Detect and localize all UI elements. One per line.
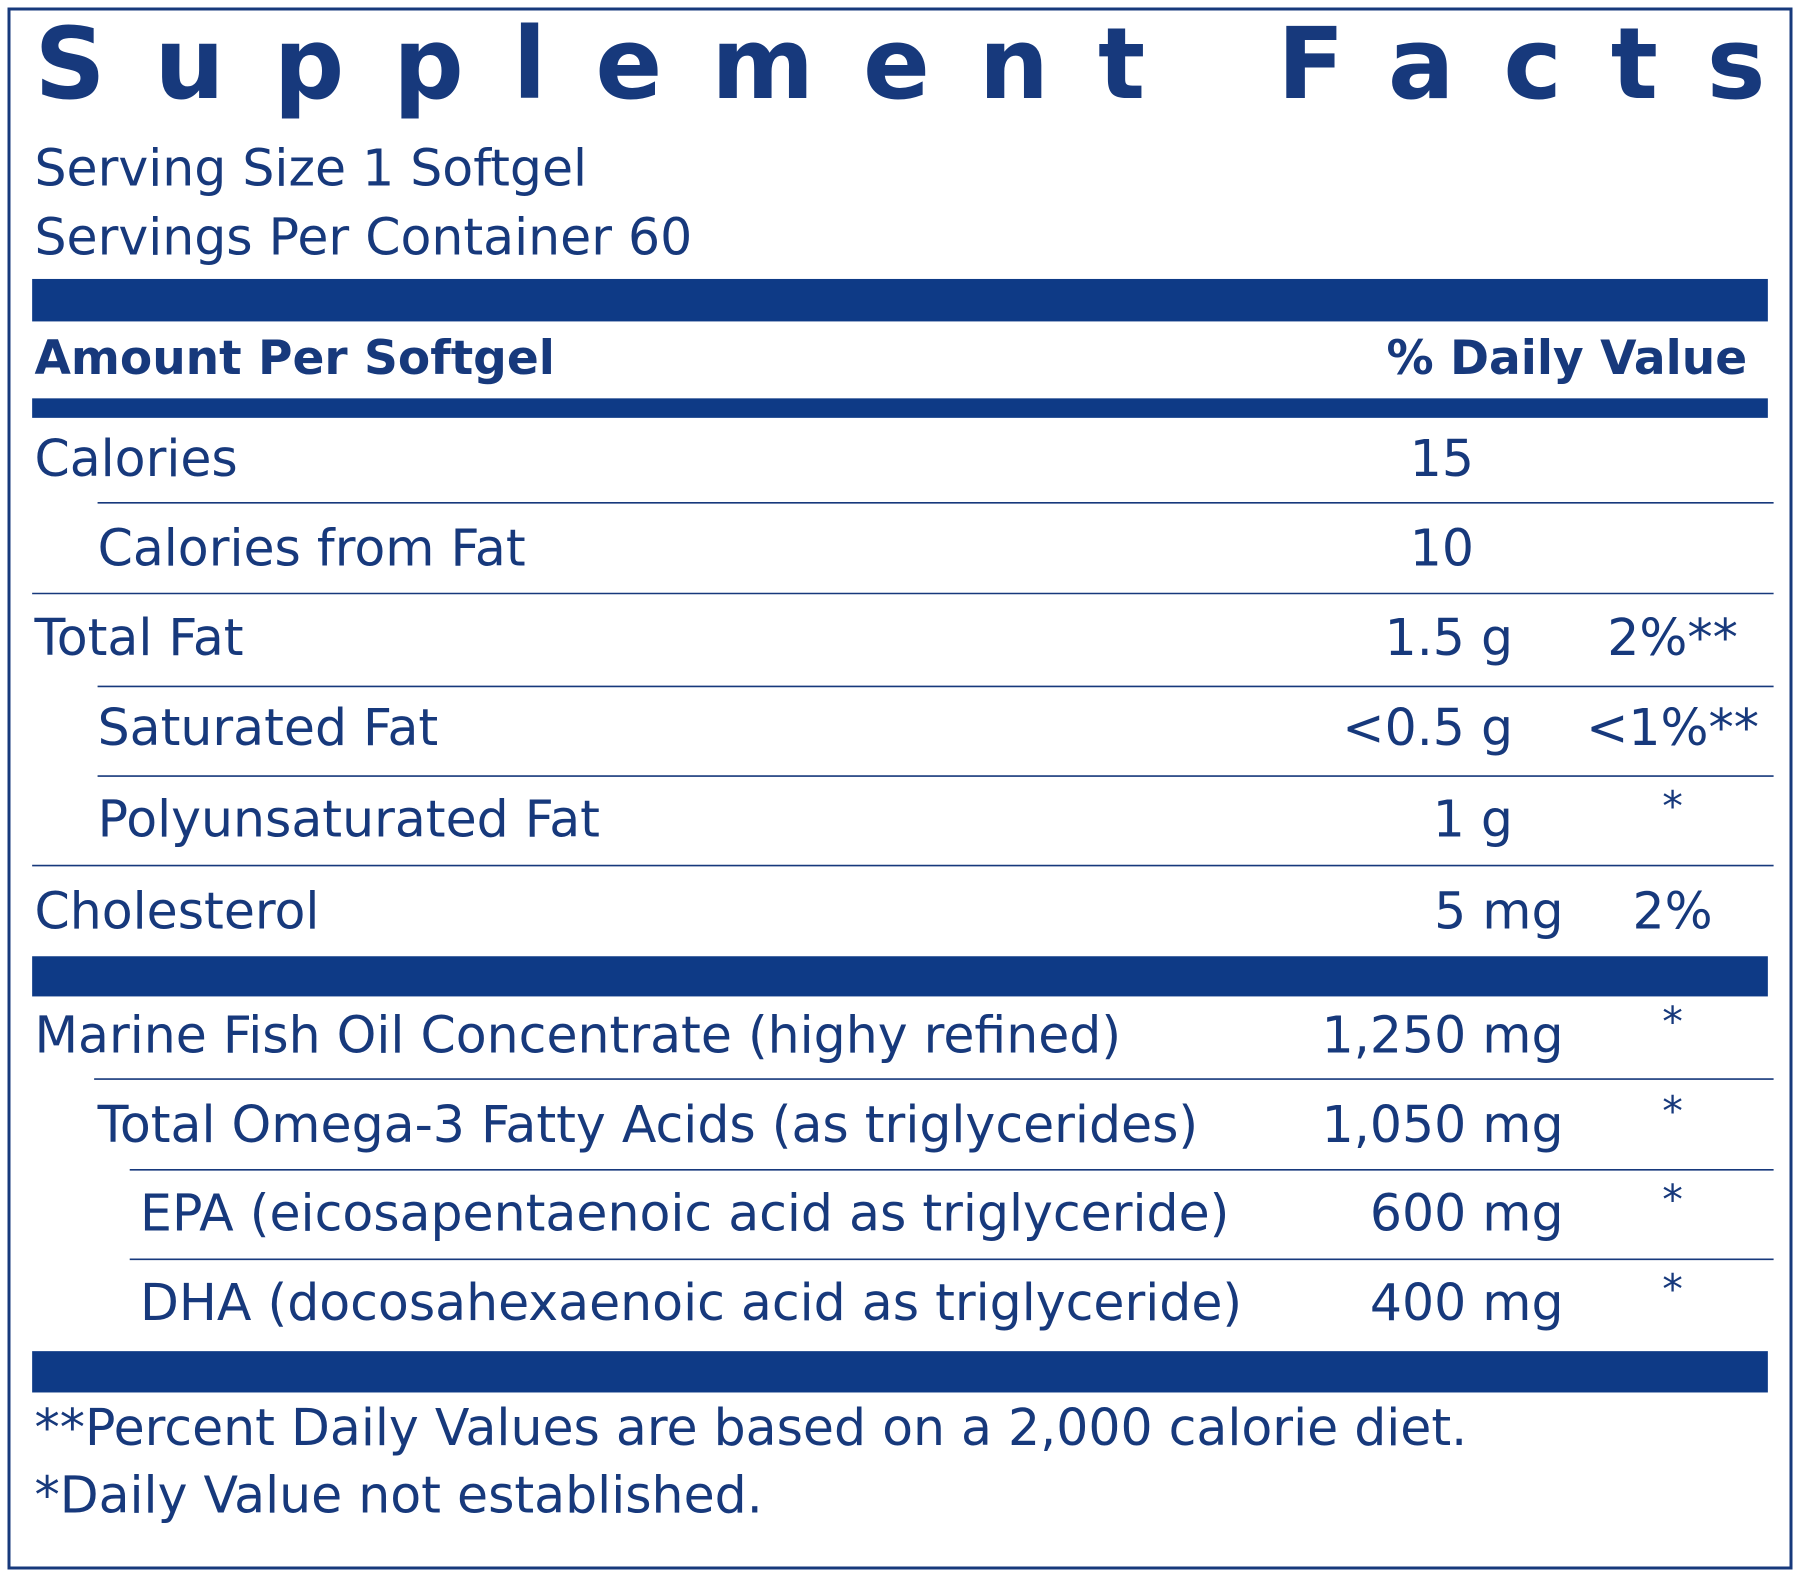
daily-value: 2% — [1633, 881, 1713, 940]
column-header: Amount Per Softgel — [34, 331, 554, 386]
nutrient-name: EPA (eicosapentaenoic acid as triglyceri… — [140, 1183, 1229, 1242]
daily-value: 2%** — [1607, 608, 1738, 667]
nutrient-name: Cholesterol — [34, 881, 319, 940]
nutrient-amount: 5 mg — [1434, 881, 1563, 940]
divider-bar — [32, 278, 1768, 322]
label-border — [7, 7, 1793, 1570]
nutrient-name: DHA (docosahexaenoic acid as triglycerid… — [140, 1273, 1242, 1332]
nutrient-amount: 1.5 g — [1385, 608, 1513, 667]
footnote: *Daily Value not established. — [34, 1466, 762, 1525]
daily-value: * — [1662, 1176, 1683, 1224]
nutrient-amount: 400 mg — [1370, 1273, 1564, 1332]
nutrient-amount: 600 mg — [1370, 1183, 1564, 1242]
nutrient-amount: <0.5 g — [1342, 698, 1513, 757]
footnote: **Percent Daily Values are based on a 2,… — [34, 1398, 1467, 1457]
nutrient-amount: 15 — [1410, 429, 1474, 488]
nutrient-amount: 1 g — [1433, 790, 1513, 849]
daily-value: * — [1662, 1088, 1683, 1136]
title: Supplement Facts — [34, 7, 1765, 122]
nutrient-amount: 10 — [1410, 519, 1474, 578]
nutrient-name: Marine Fish Oil Concentrate (highy refin… — [34, 1005, 1121, 1064]
nutrient-name: Total Omega-3 Fatty Acids (as triglyceri… — [97, 1095, 1199, 1154]
column-header: % Daily Value — [1386, 331, 1747, 386]
serving-size: Serving Size 1 Softgel — [34, 139, 587, 198]
daily-value: * — [1662, 998, 1683, 1046]
divider-bar — [32, 956, 1768, 997]
servings-per-container: Servings Per Container 60 — [34, 208, 692, 267]
divider-bar — [32, 398, 1768, 418]
daily-value: <1%** — [1586, 698, 1759, 757]
nutrient-name: Calories from Fat — [98, 519, 526, 578]
nutrient-name: Polyunsaturated Fat — [98, 790, 600, 849]
nutrient-name: Calories — [34, 429, 237, 488]
nutrient-name: Total Fat — [33, 608, 243, 667]
divider-bar — [32, 1351, 1768, 1393]
nutrient-amount: 1,250 mg — [1322, 1005, 1564, 1064]
daily-value: * — [1662, 782, 1683, 830]
nutrient-name: Saturated Fat — [98, 698, 439, 757]
daily-value: * — [1662, 1266, 1683, 1314]
nutrient-amount: 1,050 mg — [1322, 1095, 1564, 1154]
